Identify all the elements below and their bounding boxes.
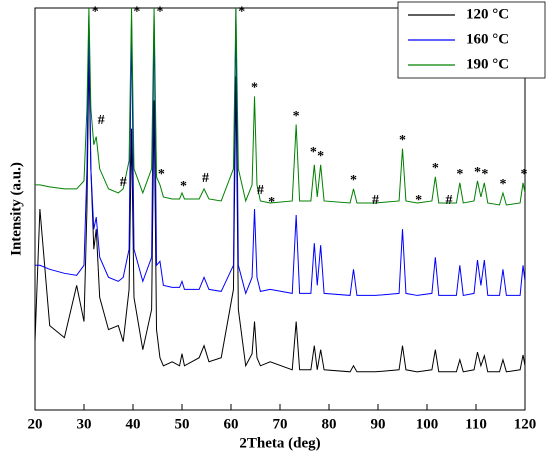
annotation: * <box>474 165 481 180</box>
x-tick-label: 20 <box>28 416 43 432</box>
x-tick-label: 30 <box>77 416 92 432</box>
annotation: * <box>432 161 439 176</box>
series-line <box>35 8 525 297</box>
annotation: * <box>293 109 300 124</box>
plot-lines <box>35 8 525 373</box>
x-tick-label: 60 <box>224 416 239 432</box>
annotation: * <box>456 167 463 182</box>
x-tick-label: 80 <box>322 416 337 432</box>
annotation: # <box>202 171 209 186</box>
annotation: * <box>350 173 357 188</box>
annotation: * <box>399 133 406 148</box>
annotation: * <box>158 167 165 182</box>
annotation: * <box>156 4 163 19</box>
annotation: * <box>310 145 317 160</box>
annotation: * <box>180 179 187 194</box>
annotation: * <box>499 177 506 192</box>
annotation: * <box>481 167 488 182</box>
x-tick-label: 70 <box>273 416 288 432</box>
legend-label: 120 °C <box>466 6 509 22</box>
annotation: * <box>268 195 275 210</box>
annotation: * <box>415 193 422 208</box>
annotation: * <box>92 4 99 19</box>
x-tick-label: 120 <box>514 416 537 432</box>
x-tick-label: 90 <box>371 416 386 432</box>
annotation: * <box>133 4 140 19</box>
annotation: * <box>251 81 258 96</box>
series-line <box>35 56 525 373</box>
x-tick-label: 40 <box>126 416 141 432</box>
annotation: # <box>372 193 379 208</box>
annotation: * <box>521 167 528 182</box>
x-tick-label: 100 <box>416 416 439 432</box>
annotation: # <box>120 175 127 190</box>
annotation: # <box>257 183 264 198</box>
annotation: # <box>446 193 453 208</box>
annotation: # <box>98 113 105 128</box>
x-tick-label: 50 <box>175 416 190 432</box>
annotation: * <box>317 149 324 164</box>
legend-label: 190 °C <box>466 56 509 72</box>
series-line <box>35 8 525 206</box>
x-axis-label: 2Theta (deg) <box>239 435 320 451</box>
y-axis-label: Intensity (a.u.) <box>8 162 24 256</box>
legend-label: 160 °C <box>466 31 509 47</box>
x-tick-label: 110 <box>465 416 487 432</box>
annotation: * <box>238 4 245 19</box>
